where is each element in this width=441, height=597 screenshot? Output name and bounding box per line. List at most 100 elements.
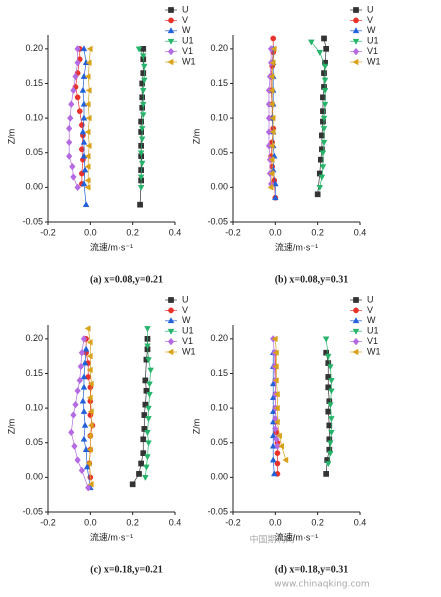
x-tick-label: 0.0 (84, 227, 97, 237)
marker (81, 166, 89, 173)
marker (140, 450, 147, 456)
legend-marker (352, 27, 360, 34)
legend-label: W1 (367, 56, 381, 66)
marker (87, 380, 94, 388)
marker (265, 128, 273, 136)
marker (269, 432, 277, 439)
x-tick-label: 0.2 (311, 227, 324, 237)
marker (68, 100, 75, 109)
marker (79, 146, 85, 153)
marker (321, 88, 329, 95)
marker (76, 108, 83, 115)
marker (71, 442, 78, 450)
marker (316, 185, 324, 192)
marker (80, 114, 88, 121)
x-axis-label: 流速/m·s⁻¹ (90, 241, 133, 252)
marker (86, 339, 93, 346)
marker (269, 114, 276, 122)
marker (326, 422, 333, 429)
marker (314, 191, 321, 198)
marker (84, 184, 91, 191)
x-axis-label: 流速/m·s⁻¹ (275, 241, 318, 252)
legend-marker (352, 317, 360, 324)
legend-label: V1 (367, 46, 378, 56)
marker (269, 59, 276, 66)
marker (269, 128, 276, 136)
marker (269, 442, 277, 449)
marker (139, 80, 146, 87)
y-tick-label: 0.10 (25, 402, 43, 412)
legend-label: U (182, 4, 189, 14)
marker (67, 114, 74, 122)
legend-marker (167, 317, 175, 324)
marker (278, 442, 285, 450)
series-line (87, 48, 91, 188)
marker (145, 440, 152, 447)
marker (138, 126, 146, 133)
marker (80, 335, 88, 343)
marker (317, 156, 324, 163)
marker (82, 201, 90, 208)
y-tick-label: -0.05 (22, 506, 43, 516)
marker (78, 466, 86, 475)
series-line (85, 338, 93, 478)
marker (72, 72, 79, 81)
marker (85, 142, 92, 150)
marker (135, 46, 143, 53)
marker (79, 86, 87, 93)
marker (80, 100, 88, 107)
marker (137, 150, 145, 157)
marker (321, 63, 329, 70)
marker (319, 132, 325, 139)
marker (327, 364, 334, 371)
legend-label: U1 (367, 326, 379, 336)
y-tick-label: 0.20 (25, 43, 43, 53)
legend-marker (353, 307, 359, 314)
marker (74, 183, 81, 192)
marker (268, 73, 275, 80)
marker (321, 77, 329, 84)
marker (84, 163, 91, 170)
x-tick-label: -0.2 (40, 517, 56, 527)
marker (87, 408, 94, 415)
marker (138, 136, 146, 143)
caption: (b) x=0.08,y=0.31 (275, 274, 349, 285)
marker (69, 162, 76, 171)
marker (85, 87, 92, 94)
marker (82, 345, 90, 352)
marker (275, 432, 282, 440)
marker (308, 39, 315, 46)
x-tick-label: 0.4 (354, 517, 367, 527)
marker (145, 405, 152, 412)
marker (70, 173, 77, 181)
marker (141, 77, 148, 84)
y-tick-label: 0.05 (210, 437, 228, 447)
marker (325, 408, 332, 415)
marker (325, 384, 332, 391)
marker (273, 390, 280, 398)
marker (86, 446, 93, 453)
marker (273, 418, 280, 426)
y-tick-label: 0.05 (25, 437, 43, 447)
legend-marker (352, 47, 360, 56)
legend-label: U1 (367, 36, 379, 46)
marker (85, 483, 92, 492)
marker (86, 394, 93, 402)
marker (79, 397, 87, 404)
marker (68, 428, 75, 437)
legend-marker (167, 38, 175, 45)
legend-marker (352, 38, 360, 45)
series-line (87, 328, 92, 485)
marker (144, 430, 151, 436)
marker (86, 432, 93, 440)
y-tick-label: 0.20 (25, 333, 43, 343)
marker (137, 185, 145, 192)
marker (139, 101, 147, 108)
x-tick-label: 0.4 (169, 517, 182, 527)
x-tick-label: -0.2 (225, 517, 241, 527)
marker (320, 115, 328, 122)
x-tick-label: 0.2 (311, 517, 324, 527)
series-line (274, 338, 287, 461)
marker (129, 481, 136, 488)
